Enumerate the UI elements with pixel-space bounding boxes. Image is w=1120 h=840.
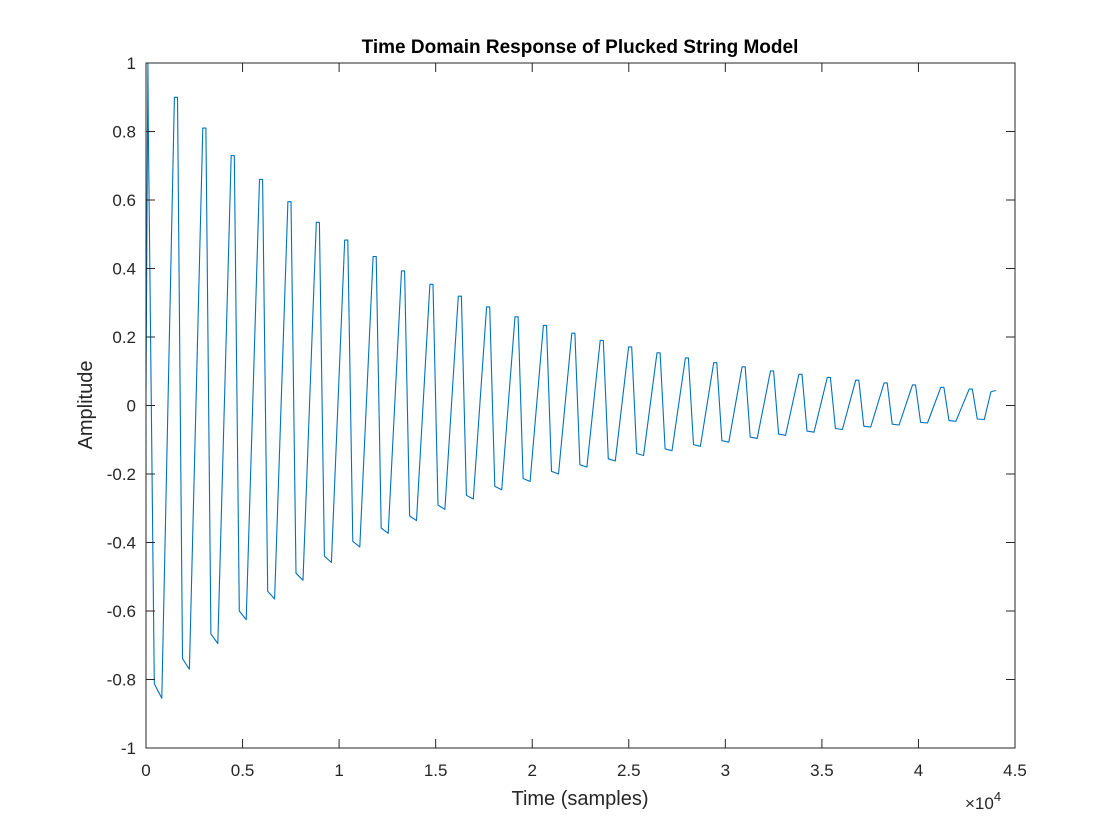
x-tick-label: 2 [527,761,536,780]
x-tick-label: 3.5 [810,761,834,780]
y-tick-label: -0.2 [107,465,136,484]
x-tick-label: 0 [141,761,150,780]
y-tick-label: -0.6 [107,602,136,621]
x-axis-label: Time (samples) [511,788,648,810]
x-tick-label: 3 [721,761,730,780]
y-axis: -1 -0.8 -0.6 -0.4 -0.2 0 0.2 0.4 0.6 0.8 1 [107,54,1015,758]
chart-title: Time Domain Response of Plucked String M… [362,37,799,58]
x-tick-label: 4 [914,761,923,780]
axes-frame [145,62,1016,749]
y-tick-label: -1 [121,739,136,758]
x-tick-label: 4.5 [1003,761,1027,780]
x-exponent-base: ×10 [965,794,994,813]
y-axis-label: Amplitude [75,361,97,450]
x-tick-label: 2.5 [617,761,641,780]
x-tick-label: 1 [334,761,343,780]
series-line-0 [145,62,996,699]
y-tick-label: 0.2 [112,328,136,347]
x-tick-label: 0.5 [231,761,255,780]
y-tick-label: -0.8 [107,671,136,690]
x-exponent-power: 4 [994,789,1001,804]
x-axis: 0 0.5 1 1.5 2 2.5 3 3.5 4 4.5 [141,63,1027,780]
y-tick-label: 0.6 [112,191,136,210]
x-exponent-label: ×104 [965,789,1001,813]
y-tick-label: 1 [127,54,136,73]
plot-area [145,62,996,699]
y-tick-label: -0.4 [107,534,136,553]
x-tick-label: 1.5 [424,761,448,780]
svg-text:×104: ×104 [965,789,1001,813]
y-tick-label: 0.4 [112,260,136,279]
y-tick-label: 0 [127,397,136,416]
y-tick-label: 0.8 [112,123,136,142]
